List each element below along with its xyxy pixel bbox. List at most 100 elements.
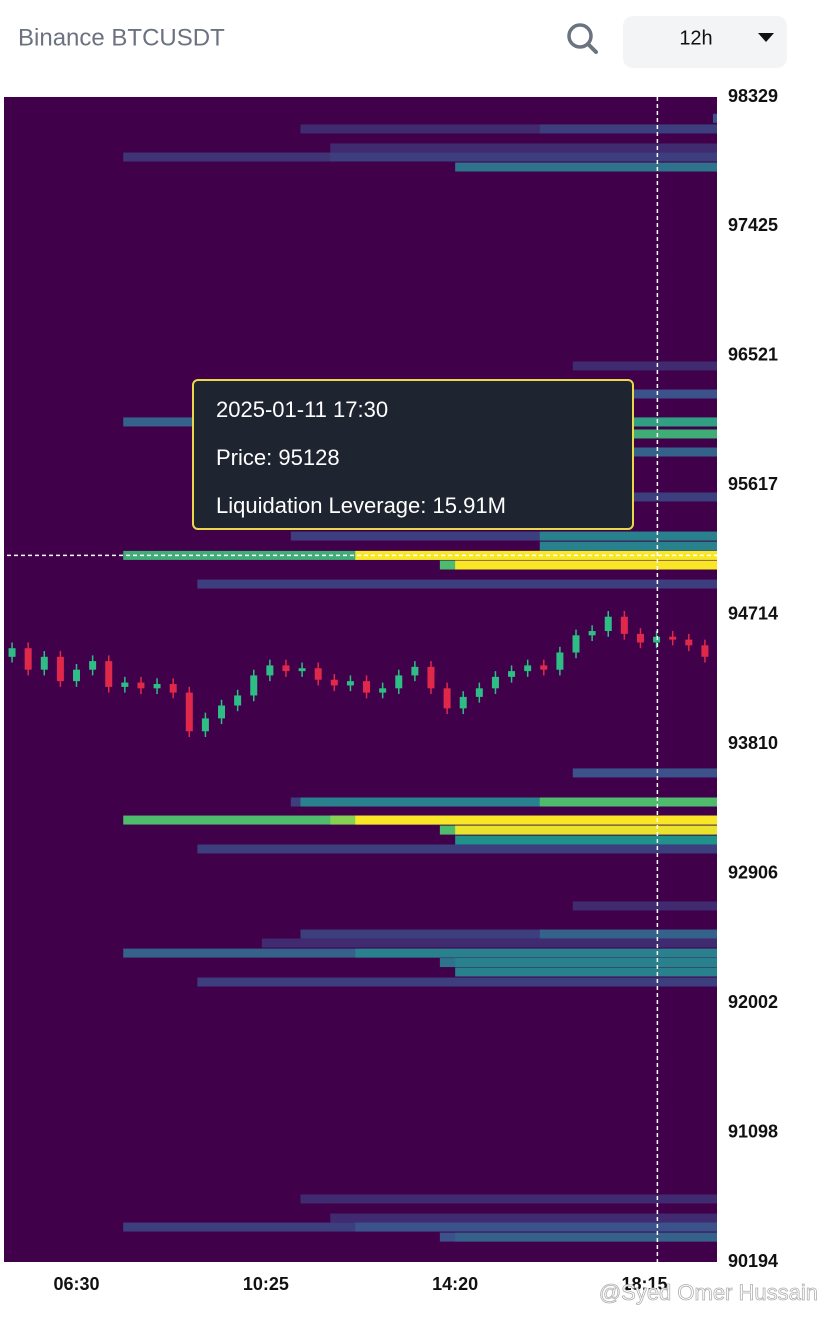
y-tick-label: 98329 [728,86,778,106]
candle-body [508,671,516,677]
liquidation-band [330,1213,717,1223]
candle-body [185,692,193,732]
candle-body [218,705,226,719]
candle-body [105,661,113,687]
candle-body [475,688,483,697]
plot-area [0,97,718,1262]
y-tick-label: 91098 [728,1121,778,1141]
tooltip-leverage: Liquidation Leverage: 15.91M [216,493,506,518]
liquidation-band [290,531,717,541]
candle-body [73,669,81,682]
y-tick-label: 96521 [728,345,778,365]
candle-body [89,661,97,670]
tooltip-time: 2025-01-11 17:30 [216,397,388,422]
candle-body [137,682,145,689]
liquidation-band [197,844,717,854]
tooltip-leverage-label: Liquidation Leverage: [216,493,426,518]
liquidation-band [455,162,717,172]
y-tick-label: 94714 [728,603,778,623]
heatmap-background [4,97,717,1262]
candle-body [491,676,499,689]
liquidation-band [300,124,717,134]
candle-body [588,631,596,636]
liquidation-band [629,417,717,427]
liquidation-band [539,531,717,541]
axes: 98329 97425 96521 95617 94714 93810 92906 92002… [53,86,778,1294]
candle-body [411,666,419,676]
liquidation-band [539,124,717,134]
liquidation-band [539,797,717,807]
liquidation-band [300,1194,717,1204]
liquidation-band [629,429,717,439]
candle-body [459,696,467,709]
candle-body [443,688,451,709]
tooltip-box [192,379,634,530]
candle-body [363,681,371,693]
x-tick-label: 14:20 [432,1274,478,1294]
liquidation-band [455,835,717,845]
liquidation-band [455,967,717,977]
liquidation-band [455,825,717,835]
candle-body [250,675,258,696]
candle-body [169,684,177,693]
candle-body [201,718,209,732]
liquidation-band [539,541,717,551]
liquidation-band [455,958,717,968]
dropdown-arrow [758,33,774,42]
tooltip-price-label: Price: [216,445,272,470]
liquidation-band [629,492,717,502]
candle-body [234,695,242,706]
liquidation-band [300,929,717,939]
candle-body [153,684,161,689]
candle-body [395,675,403,689]
candle-body [266,665,274,676]
candle-body [346,681,354,686]
candle-body [653,636,661,643]
liquidation-band [572,361,717,371]
watermark: @Syed Omer Hussain [599,1280,818,1305]
search-icon-handle [586,42,598,54]
liquidation-band [539,929,717,939]
y-tick-label: 97425 [728,215,778,235]
candle-body [701,645,709,657]
search-icon [567,23,593,49]
liquidation-band [197,977,717,987]
candle-body [24,648,32,670]
candle-body [540,665,548,670]
x-tick-label: 18:15 [621,1274,667,1294]
liquidation-band [572,901,717,911]
candle-body [636,633,644,643]
candle-body [121,682,129,687]
liquidation-band [330,143,717,153]
candle-body [669,636,677,640]
candle-body [314,668,322,680]
dropdown-box [623,16,787,68]
y-tick-label: 92906 [728,862,778,882]
candle-body [298,668,306,672]
liquidation-band [455,1232,717,1242]
y-tick-label: 93810 [728,733,778,753]
candle-body [524,665,532,672]
candle-body [556,652,564,670]
y-tick-label: 92002 [728,992,778,1012]
candle-body [572,635,580,653]
liquidation-band [712,113,717,123]
liquidation-band [330,152,717,162]
interval-dropdown[interactable]: 12h [623,16,787,68]
liquidation-band [355,550,717,560]
x-tick-label: 10:25 [243,1274,289,1294]
x-tick-label: 06:30 [53,1274,99,1294]
candle-body [685,639,693,646]
tooltip-price-value: 95128 [278,445,339,470]
candle-body [620,616,628,634]
liquidation-band [261,938,717,948]
candle-body [379,688,387,693]
tooltip-price: Price: 95128 [216,445,340,470]
search-button[interactable] [567,23,598,54]
candle-body [604,616,612,632]
liquidation-band [355,1222,717,1232]
candle-body [427,666,435,689]
liquidation-band [355,948,717,958]
liquidation-band [629,389,717,399]
